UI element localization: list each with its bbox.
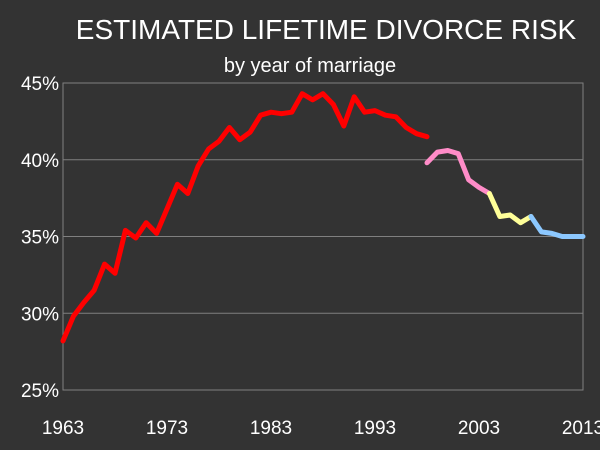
x-tick-label: 1983 bbox=[250, 418, 292, 439]
x-tick-label: 1963 bbox=[42, 418, 84, 439]
data-series bbox=[60, 91, 586, 344]
gridlines bbox=[63, 82, 583, 391]
y-tick-label: 30% bbox=[21, 304, 59, 325]
series-line-3 bbox=[486, 191, 534, 226]
y-tick-label: 45% bbox=[21, 74, 59, 95]
y-tick-label: 25% bbox=[21, 381, 59, 402]
x-axis-tick-labels: 1963 1973 1983 1993 2003 2013 bbox=[42, 418, 600, 439]
x-tick-label: 1993 bbox=[354, 418, 396, 439]
chart-subtitle: by year of marriage bbox=[224, 55, 396, 77]
x-tick-label: 1973 bbox=[146, 418, 188, 439]
y-axis-tick-labels: 25% 30% 35% 40% 45% bbox=[21, 74, 59, 402]
series-line-4 bbox=[528, 214, 586, 239]
y-tick-label: 40% bbox=[21, 151, 59, 172]
series-line-1 bbox=[60, 91, 430, 344]
x-tick-label: 2003 bbox=[458, 418, 500, 439]
y-tick-label: 35% bbox=[21, 228, 59, 249]
x-tick-label: 2013 bbox=[562, 418, 600, 439]
series-line-2 bbox=[424, 148, 492, 196]
chart-title: ESTIMATED LIFETIME DIVORCE RISK bbox=[76, 14, 577, 45]
